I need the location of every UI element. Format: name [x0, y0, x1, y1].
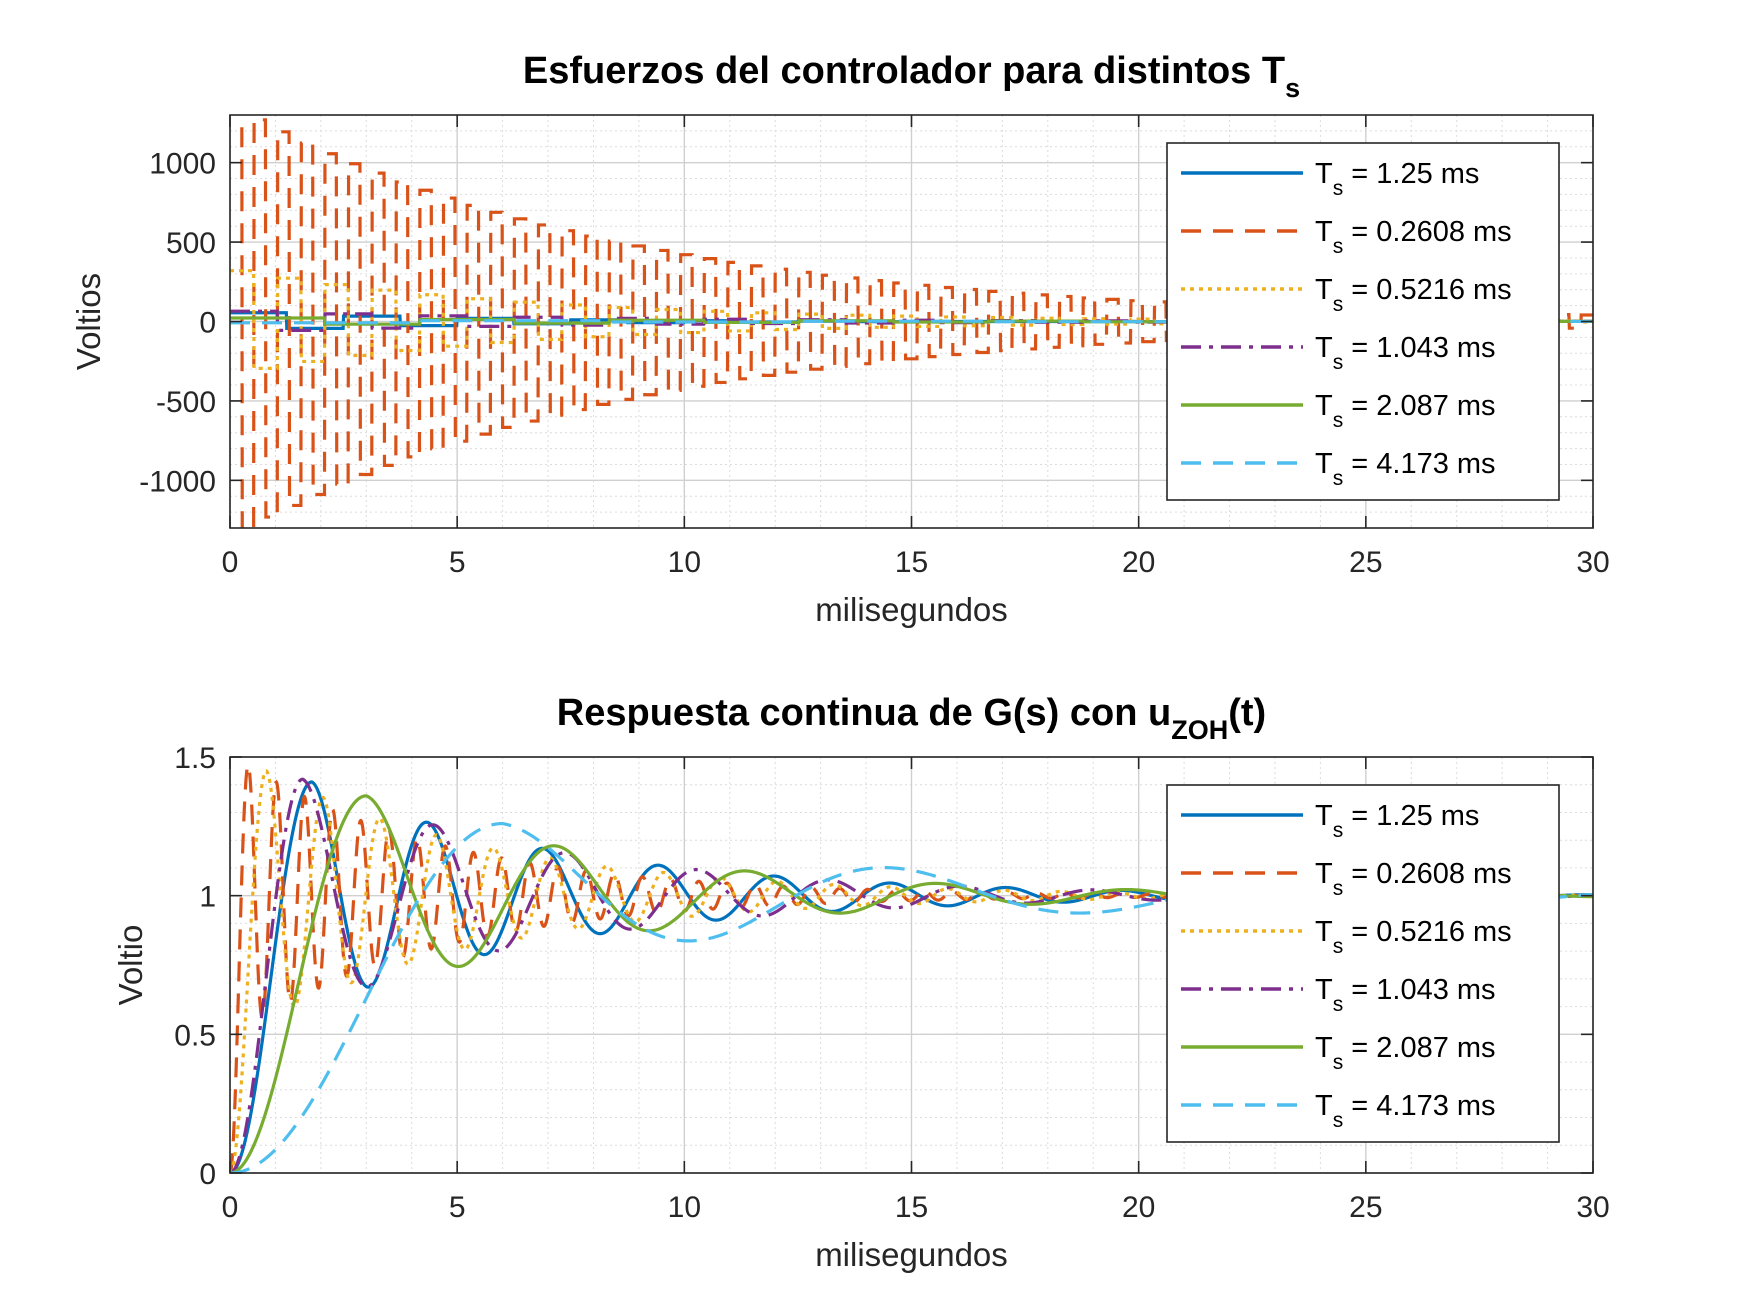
- legend-entry: Ts = 1.043 ms: [1315, 332, 1496, 374]
- series-line-4: [230, 309, 1593, 332]
- x-tick-label: 20: [1122, 546, 1155, 579]
- x-tick-label: 10: [668, 546, 701, 579]
- x-tick-label: 0: [222, 1191, 239, 1224]
- x-tick-label: 30: [1576, 1191, 1609, 1224]
- x-tick-label: 5: [449, 546, 466, 579]
- y-tick-label: -500: [156, 386, 216, 419]
- chart-2: 0 5 10 15 20 25 30 0 0.5 1 1.5 milisegundos Voltio Re…: [112, 692, 1610, 1273]
- x-tick-label: 15: [895, 1191, 928, 1224]
- x-tick-label: 5: [449, 1191, 466, 1224]
- y-tick-label: 0: [199, 307, 216, 340]
- x-axis-label: milisegundos: [815, 591, 1008, 628]
- chart-1: 0 5 10 15 20 25 30 -1000 -500 0 500 1000 milisegundo…: [70, 50, 1610, 628]
- y-tick-label: 0: [199, 1158, 216, 1191]
- legend-entry: Ts = 4.173 ms: [1315, 448, 1496, 490]
- legend-entry: Ts = 0.2608 ms: [1315, 858, 1512, 900]
- x-tick-label: 15: [895, 546, 928, 579]
- y-tick-label: 500: [166, 227, 216, 260]
- chart-title: Esfuerzos del controlador para distintos…: [523, 50, 1300, 103]
- legend: Ts = 1.25 ms Ts = 0.2608 ms Ts = 0.5216 ms…: [1166, 784, 1560, 1143]
- legend-entry: Ts = 0.5216 ms: [1315, 274, 1512, 316]
- y-tick-label: 1000: [149, 148, 216, 181]
- legend-entry: Ts = 0.5216 ms: [1315, 916, 1512, 958]
- x-tick-label: 25: [1349, 1191, 1382, 1224]
- legend-entry: Ts = 2.087 ms: [1315, 390, 1496, 432]
- legend-entry: Ts = 1.043 ms: [1315, 974, 1496, 1016]
- legend-entry: Ts = 1.25 ms: [1315, 158, 1479, 200]
- series-line-3: [230, 269, 1593, 371]
- chart-title: Respuesta continua de G(s) con uZOH(t): [557, 692, 1266, 745]
- legend: Ts = 1.25 ms Ts = 0.2608 ms Ts = 0.5216 ms…: [1166, 142, 1560, 501]
- x-tick-label: 25: [1349, 546, 1382, 579]
- legend-entry: Ts = 0.2608 ms: [1315, 216, 1512, 258]
- y-tick-label: -1000: [139, 465, 216, 498]
- x-axis-label: milisegundos: [815, 1236, 1008, 1273]
- x-tick-label: 0: [222, 546, 239, 579]
- y-tick-label: 0.5: [174, 1019, 216, 1052]
- x-tick-label: 10: [668, 1191, 701, 1224]
- series-line-4: [230, 777, 1593, 1173]
- x-tick-label: 30: [1576, 546, 1609, 579]
- legend-entry: Ts = 4.173 ms: [1315, 1090, 1496, 1132]
- x-tick-label: 20: [1122, 1191, 1155, 1224]
- y-tick-label: 1.5: [174, 742, 216, 775]
- y-tick-label: 1: [199, 881, 216, 914]
- y-axis-label: Voltios: [70, 273, 107, 370]
- legend-entry: Ts = 2.087 ms: [1315, 1032, 1496, 1074]
- legend-entry: Ts = 1.25 ms: [1315, 800, 1479, 842]
- y-axis-label: Voltio: [112, 925, 149, 1006]
